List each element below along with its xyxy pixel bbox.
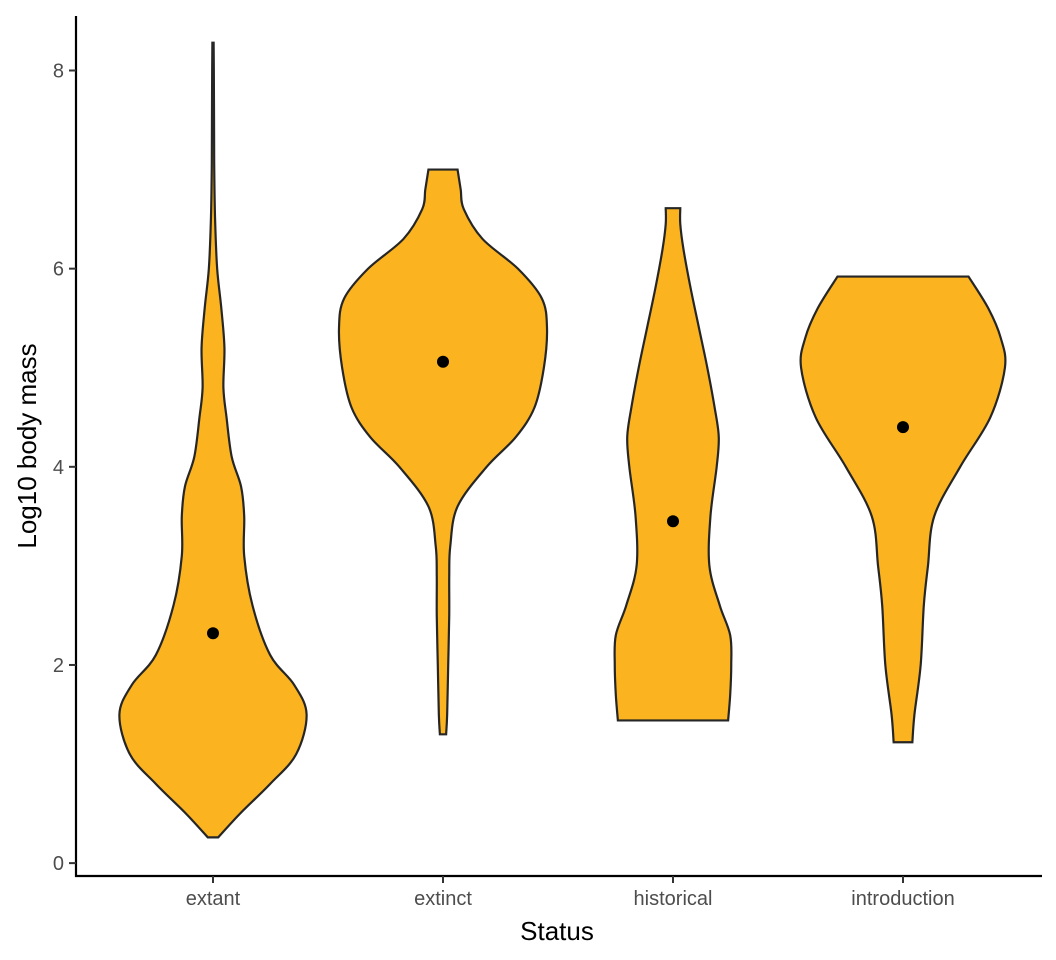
violins-layer — [118, 41, 1007, 839]
y-tick-label: 4 — [53, 457, 64, 479]
x-tick-label-extant: extant — [186, 888, 241, 910]
violin-historical — [613, 207, 733, 722]
point-historical — [667, 515, 679, 528]
y-tick-label: 0 — [53, 853, 64, 875]
y-ticks: 0 2 4 6 8 — [53, 60, 76, 875]
point-extant — [207, 627, 219, 640]
x-tick-label-historical: historical — [634, 888, 713, 910]
x-ticks: extant extinct historical introduction — [186, 876, 955, 910]
y-axis-title: Log10 body mass — [12, 343, 42, 548]
y-tick-label: 6 — [53, 259, 64, 281]
violin-extinct — [337, 168, 549, 736]
violin-introduction — [799, 275, 1007, 744]
x-tick-label-introduction: introduction — [851, 888, 954, 910]
x-axis-title: Status — [520, 916, 594, 946]
point-extinct — [437, 355, 449, 368]
x-tick-label-extinct: extinct — [414, 888, 472, 910]
point-introduction — [897, 421, 909, 434]
y-tick-label: 2 — [53, 655, 64, 677]
violin-extant — [118, 41, 308, 839]
y-tick-label: 8 — [53, 60, 64, 82]
points-layer — [207, 355, 909, 640]
